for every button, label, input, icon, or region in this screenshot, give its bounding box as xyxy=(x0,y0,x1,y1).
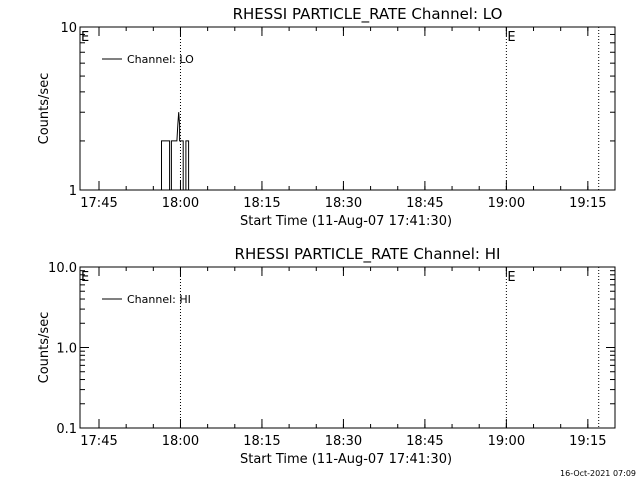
x-tick-label: 18:30 xyxy=(325,434,362,449)
panel-lo: RHESSI PARTICLE_RATE Channel: LO Counts/s… xyxy=(37,5,616,229)
x-axis-label: Start Time (11-Aug-07 17:41:30) xyxy=(240,452,452,467)
y-axis-label: Counts/sec xyxy=(37,73,52,145)
chart-title: RHESSI PARTICLE_RATE Channel: HI xyxy=(235,245,501,264)
y-axis-label: Counts/sec xyxy=(37,312,52,384)
x-tick-label: 18:45 xyxy=(406,196,443,211)
x-tick-label: 17:45 xyxy=(80,434,117,449)
legend-label: Channel: HI xyxy=(127,293,191,306)
y-tick-label: 1.0 xyxy=(56,342,77,357)
x-tick-label: 19:00 xyxy=(488,196,525,211)
x-tick-label: 19:15 xyxy=(569,196,606,211)
x-tick-label: 18:00 xyxy=(162,196,199,211)
y-tick-label: 10.0 xyxy=(48,261,77,276)
x-tick-label: 18:15 xyxy=(243,196,280,211)
x-tick-label: 18:45 xyxy=(406,434,443,449)
plot-frame xyxy=(79,26,616,191)
plot-frame xyxy=(79,266,616,429)
legend-label: Channel: LO xyxy=(127,53,194,66)
timestamp: 16-Oct-2021 07:09 xyxy=(560,469,636,478)
event-marker: E xyxy=(81,270,89,285)
event-marker: E xyxy=(507,270,515,285)
y-tick-label: 10 xyxy=(60,21,77,36)
x-tick-label: 18:30 xyxy=(325,196,362,211)
chart-title: RHESSI PARTICLE_RATE Channel: LO xyxy=(233,5,503,24)
event-marker: E xyxy=(81,30,89,45)
x-axis-label: Start Time (11-Aug-07 17:41:30) xyxy=(240,214,452,229)
y-tick-label: 0.1 xyxy=(56,422,77,437)
event-marker: E xyxy=(507,30,515,45)
y-tick-label: 1 xyxy=(69,184,77,199)
x-tick-label: 19:15 xyxy=(569,434,606,449)
x-tick-label: 17:45 xyxy=(80,196,117,211)
x-tick-label: 18:00 xyxy=(162,434,199,449)
x-tick-label: 19:00 xyxy=(488,434,525,449)
x-tick-label: 18:15 xyxy=(243,434,280,449)
series-line xyxy=(161,112,190,191)
panel-hi: RHESSI PARTICLE_RATE Channel: HI Counts/s… xyxy=(37,245,616,467)
